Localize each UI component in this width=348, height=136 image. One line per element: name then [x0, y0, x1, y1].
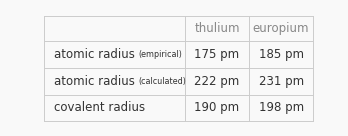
Text: thulium: thulium — [194, 22, 240, 35]
Text: (empirical): (empirical) — [139, 50, 182, 59]
Text: 198 pm: 198 pm — [259, 101, 304, 115]
Text: atomic radius: atomic radius — [54, 75, 135, 88]
Text: 185 pm: 185 pm — [259, 48, 303, 61]
Text: 175 pm: 175 pm — [195, 48, 240, 61]
Text: 190 pm: 190 pm — [195, 101, 240, 115]
Text: europium: europium — [253, 22, 309, 35]
Text: 231 pm: 231 pm — [259, 75, 304, 88]
Text: atomic radius: atomic radius — [54, 48, 135, 61]
Text: covalent radius: covalent radius — [54, 101, 145, 115]
Text: 222 pm: 222 pm — [195, 75, 240, 88]
Text: (calculated): (calculated) — [139, 77, 186, 86]
